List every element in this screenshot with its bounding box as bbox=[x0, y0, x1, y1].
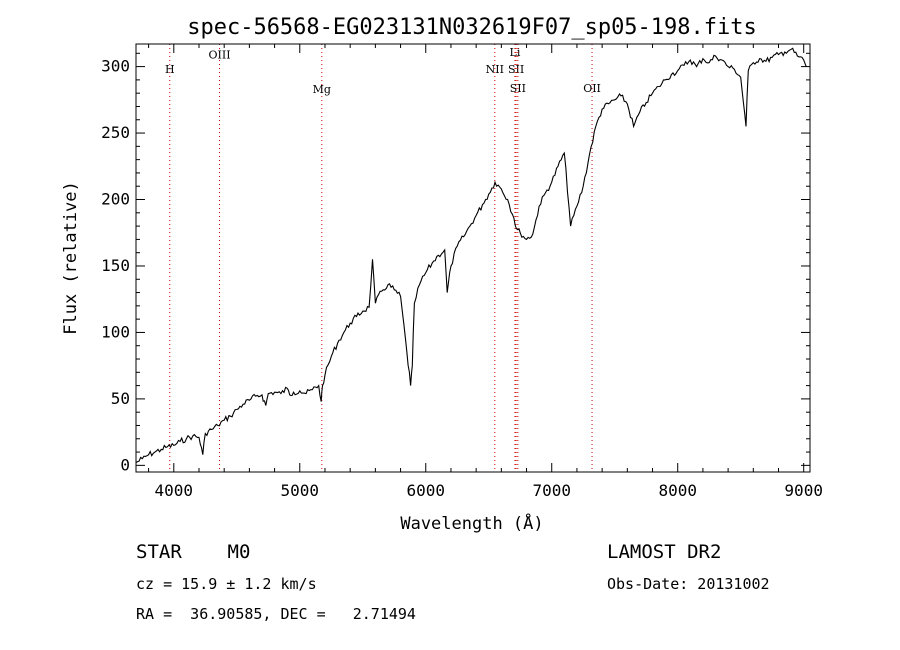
line-marker-label: Mg bbox=[313, 83, 331, 96]
line-marker-label: H bbox=[165, 63, 175, 76]
object-class: STAR M0 bbox=[136, 541, 251, 563]
x-tick-label: 4000 bbox=[155, 481, 194, 500]
x-axis-label: Wavelength (Å) bbox=[400, 512, 543, 534]
y-tick-label: 300 bbox=[101, 57, 130, 76]
x-tick-label: 7000 bbox=[532, 481, 571, 500]
line-marker-label: OII bbox=[583, 82, 601, 95]
x-tick-label: 5000 bbox=[281, 481, 320, 500]
coordinates: RA = 36.90585, DEC = 2.71494 bbox=[136, 605, 416, 623]
line-marker-label: NII bbox=[486, 63, 504, 76]
x-tick-label: 6000 bbox=[406, 481, 445, 500]
y-tick-label: 250 bbox=[101, 123, 130, 142]
x-tick-label: 9000 bbox=[784, 481, 823, 500]
redshift-velocity: cz = 15.9 ± 1.2 km/s bbox=[136, 575, 317, 593]
line-marker-label: SII bbox=[510, 82, 526, 95]
y-tick-label: 200 bbox=[101, 190, 130, 209]
chart-title: spec-56568-EG023131N032619F07_sp05-198.f… bbox=[187, 15, 757, 40]
spectrum-line bbox=[135, 47, 807, 464]
y-tick-label: 100 bbox=[101, 322, 130, 341]
line-marker-label: SII bbox=[508, 63, 524, 76]
line-marker-label: OIII bbox=[208, 49, 230, 62]
observation-date: Obs-Date: 20131002 bbox=[607, 575, 770, 593]
survey-name: LAMOST DR2 bbox=[607, 541, 722, 563]
axis-ticks: 4000 5000 6000 7000 8000 9000 0 50 100 150 200 250 3… bbox=[101, 44, 823, 500]
emission-line-markers: H OIII Mg NII Li SII SII OII bbox=[165, 44, 601, 472]
y-tick-label: 150 bbox=[101, 256, 130, 275]
line-marker-label: Li bbox=[510, 46, 521, 59]
y-tick-label: 0 bbox=[120, 455, 130, 474]
y-tick-label: 50 bbox=[111, 389, 130, 408]
y-axis-label: Flux (relative) bbox=[61, 181, 81, 335]
plot-frame bbox=[135, 43, 811, 473]
x-tick-label: 8000 bbox=[658, 481, 697, 500]
